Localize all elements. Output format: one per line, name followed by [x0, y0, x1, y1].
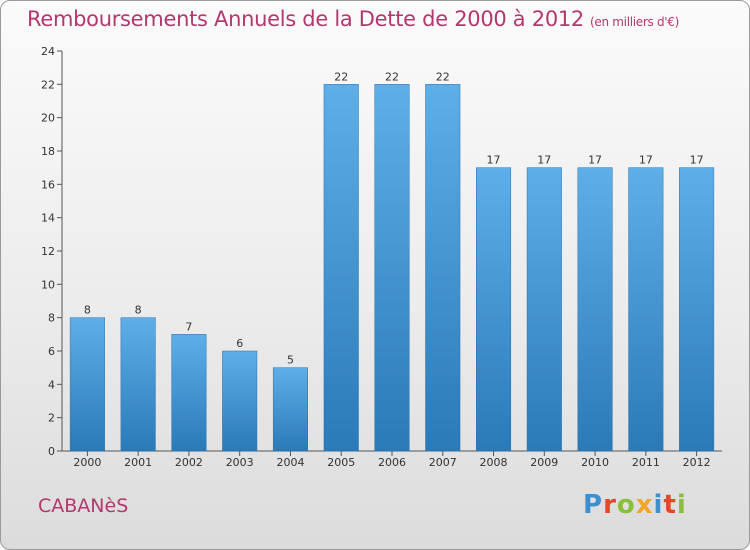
- logo-letter: r: [603, 490, 617, 520]
- x-tick-label: 2009: [530, 456, 558, 469]
- y-tick-label: 20: [41, 112, 55, 125]
- logo-letter: i: [653, 490, 664, 520]
- y-tick-label: 0: [48, 445, 55, 458]
- bar: [222, 350, 258, 452]
- x-tick-label: 2012: [683, 456, 711, 469]
- bar-value-label: 17: [588, 154, 602, 167]
- bar: [628, 167, 664, 452]
- y-tick-label: 22: [41, 78, 55, 91]
- x-tick-label: 2007: [429, 456, 457, 469]
- bar-value-label: 17: [487, 154, 501, 167]
- y-tick-label: 2: [48, 412, 55, 425]
- bar: [120, 317, 156, 452]
- y-tick-label: 16: [41, 178, 55, 191]
- bar-value-label: 22: [334, 70, 348, 83]
- y-tick-label: 24: [41, 45, 55, 58]
- bar-value-label: 22: [385, 70, 399, 83]
- y-tick-label: 12: [41, 245, 55, 258]
- bar-value-label: 8: [84, 304, 91, 317]
- logo-letter: P: [583, 490, 604, 520]
- bar: [476, 167, 512, 452]
- x-tick-label: 2001: [124, 456, 152, 469]
- bar-value-label: 17: [537, 154, 551, 167]
- bar: [679, 167, 715, 452]
- y-tick-label: 6: [48, 345, 55, 358]
- location-label: CABANèS: [38, 495, 129, 517]
- x-tick-label: 2010: [581, 456, 609, 469]
- y-tick-label: 18: [41, 145, 55, 158]
- chart-subtitle: (en milliers d'€): [590, 15, 680, 29]
- bar: [374, 84, 410, 452]
- bar: [425, 84, 461, 452]
- x-tick-label: 2006: [378, 456, 406, 469]
- bar: [323, 84, 359, 452]
- chart-title-text: Remboursements Annuels de la Dette de 20…: [27, 7, 584, 31]
- bar: [526, 167, 562, 452]
- bar-value-label: 17: [690, 154, 704, 167]
- bar: [577, 167, 613, 452]
- logo-letter: i: [676, 490, 687, 520]
- proxiti-logo: Proxiti: [583, 490, 687, 520]
- logo-letter: t: [663, 490, 677, 520]
- x-tick-label: 2003: [226, 456, 254, 469]
- bar-value-label: 8: [135, 304, 142, 317]
- bar: [69, 317, 105, 452]
- logo-letter: o: [616, 490, 636, 520]
- x-tick-label: 2000: [73, 456, 101, 469]
- y-tick-label: 8: [48, 312, 55, 325]
- logo-letter: x: [635, 490, 654, 520]
- x-tick-label: 2008: [480, 456, 508, 469]
- x-tick-label: 2004: [276, 456, 304, 469]
- bar-value-label: 5: [287, 354, 294, 367]
- y-tick-label: 4: [48, 378, 55, 391]
- x-tick-label: 2011: [632, 456, 660, 469]
- bar: [272, 367, 308, 452]
- bar-value-label: 22: [436, 70, 450, 83]
- chart-title: Remboursements Annuels de la Dette de 20…: [27, 7, 679, 31]
- x-tick-label: 2005: [327, 456, 355, 469]
- x-tick-label: 2002: [175, 456, 203, 469]
- y-tick-label: 10: [41, 278, 55, 291]
- bar-value-label: 17: [639, 154, 653, 167]
- bar-value-label: 6: [236, 337, 243, 350]
- y-tick-label: 14: [41, 212, 55, 225]
- bar-value-label: 7: [185, 320, 192, 333]
- bar: [171, 334, 207, 452]
